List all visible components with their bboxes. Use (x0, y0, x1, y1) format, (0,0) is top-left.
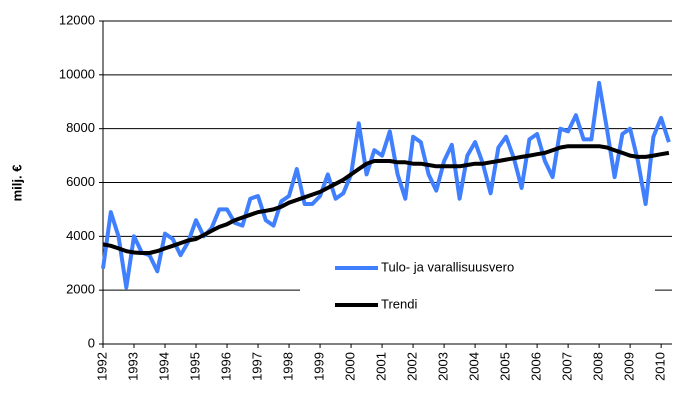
y-tick-label: 12000 (59, 12, 95, 27)
x-tick-label: 2003 (436, 352, 451, 381)
x-tick-label: 1992 (94, 352, 109, 381)
x-tick-label: 2002 (405, 352, 420, 381)
x-tick-label: 2010 (653, 352, 668, 381)
series-line (101, 80, 671, 290)
y-tick-label: 8000 (66, 120, 95, 135)
x-tick-label: 1994 (156, 352, 171, 381)
y-axis-label: milj. € (9, 165, 24, 202)
x-tick-label: 2006 (529, 352, 544, 381)
x-tick-label: 1998 (280, 352, 295, 381)
x-tick-label: 2008 (591, 352, 606, 381)
legend-box (300, 250, 655, 325)
x-tick-label: 1993 (125, 352, 140, 381)
legend-label: Tulo- ja varallisuusvero (381, 259, 514, 274)
x-tick-label: 2001 (374, 352, 389, 381)
y-tick-label: 4000 (66, 228, 95, 243)
y-tick-label: 6000 (66, 174, 95, 189)
x-tick-label: 2005 (498, 352, 513, 381)
legend-label: Trendi (381, 296, 417, 311)
x-tick-label: 1996 (218, 352, 233, 381)
x-tick-label: 2007 (560, 352, 575, 381)
y-tick-label: 10000 (59, 66, 95, 81)
x-tick-label: 1999 (311, 352, 326, 381)
x-tick-label: 2000 (343, 352, 358, 381)
x-tick-label: 2004 (467, 352, 482, 381)
x-tick-label: 2009 (622, 352, 637, 381)
x-tick-label: 1997 (249, 352, 264, 381)
series-line (102, 144, 670, 255)
y-tick-label: 2000 (66, 282, 95, 297)
y-tick-label: 0 (88, 335, 95, 350)
x-tick-label: 1995 (187, 352, 202, 381)
